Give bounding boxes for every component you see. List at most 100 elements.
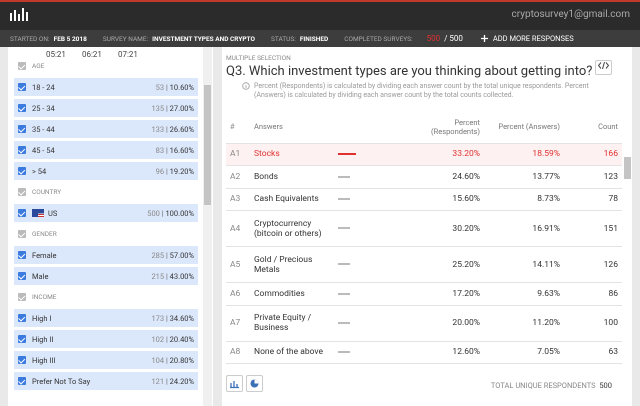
item-stats: 104 | 20.80% [151,355,194,365]
cell: 15.60% [404,188,484,211]
item-percent: 20.80% [169,355,194,365]
filter-item[interactable]: Prefer Not To Say 121 | 24.20% [14,372,198,390]
code-icon [597,61,610,70]
column-header: Count [564,111,622,144]
bar-cell [334,188,404,211]
cell: 11.20% [484,305,564,342]
add-responses-button[interactable]: ADD MORE RESPONSES [480,34,574,43]
checkbox [18,125,26,133]
item-percent: 100.00% [165,208,194,218]
item-count: 215 [151,271,165,281]
scrollbar[interactable] [203,47,212,406]
cell: 100 [564,305,622,342]
cell: 78 [564,188,622,211]
cell: 9.63% [484,282,564,306]
item-count: 133 [151,124,165,134]
cell: 12.60% [404,341,484,364]
item-stats: 173 | 34.60% [151,313,194,323]
bar-dash [338,292,350,295]
item-label: 35 - 44 [32,124,55,134]
question-panel: MULTIPLE SELECTION Q3. Which investment … [222,47,632,406]
bar-cell [334,143,404,166]
pie-chart-button[interactable] [246,375,263,392]
bar-dash [338,351,350,353]
column-header: Percent (Answers) [484,111,564,144]
item-percent: 24.20% [169,376,194,386]
cell: Gold / Precious Metals [250,246,334,283]
time-label: 06:21 [82,50,102,59]
item-label: Female [32,250,57,260]
filter-item[interactable]: High II 102 | 20.40% [14,330,198,348]
label: STATUS: [270,34,296,43]
filter-item[interactable]: Female 285 | 57.00% [14,246,198,264]
cell: 8.73% [484,188,564,211]
cell: 25.20% [404,246,484,283]
group-label: GENDER [32,230,57,238]
filter-item[interactable]: High I 173 | 34.60% [14,309,198,327]
item-stats: 133 | 26.60% [151,124,194,134]
label: COMPLETED SURVEYS: [344,34,413,43]
code-button[interactable] [595,60,612,75]
item-count: 53 [155,82,165,92]
item-stats: 285 | 57.00% [151,250,194,260]
checkbox [18,188,26,196]
item-label: High I [32,313,52,323]
group-label: COUNTRY [32,188,62,196]
question-title: Q3. Which investment types are you think… [226,64,593,79]
header-row: # Answers Percent (Respondents) Percent (An… [226,111,622,144]
cell: A7 [226,305,250,342]
filter-item[interactable]: High III 104 | 20.80% [14,351,198,369]
item-label: Male [32,271,49,281]
item-percent: 20.40% [169,334,194,344]
cell: 123 [564,165,622,189]
completed: 500 [426,34,441,43]
cell: Cryptocurrency (bitcoin or others) [250,210,334,247]
item-count: 285 [151,250,165,260]
item-percent: 26.60% [169,124,194,134]
filter-item[interactable]: US 500 | 100.00% [14,204,198,222]
bar-dash [338,153,356,155]
column-header: Answers [250,111,334,144]
checkbox [18,209,26,217]
filter-item[interactable]: 18 - 24 53 | 10.60% [14,78,198,96]
cell: A2 [226,165,250,189]
cell: A1 [226,143,250,166]
filter-item[interactable]: Male 215 | 43.00% [14,267,198,285]
column-header: Percent (Respondents) [404,111,484,144]
time-label: 05:21 [46,50,66,59]
scroll-thumb[interactable] [624,157,631,179]
item-percent: 43.00% [169,271,194,281]
checkbox [18,83,26,91]
value: FEB 5 2018 [53,34,87,43]
label: SURVEY NAME: [102,34,149,43]
filter-group: INCOME [14,288,198,306]
filter-item[interactable]: 45 - 54 83 | 16.60% [14,141,198,159]
bar-dash [338,198,350,200]
item-label: Prefer Not To Say [32,376,91,386]
results-table: # Answers Percent (Respondents) Percent (An… [226,111,622,364]
filter-group: AGE [14,57,198,75]
cell: Commodities [250,282,334,306]
item-label: > 54 [32,166,47,176]
checkbox [18,314,26,322]
result-row: A2 Bonds 24.60% 13.77% 123 [226,165,622,189]
checkbox [18,104,26,112]
checkbox [18,251,26,259]
filter-item[interactable]: 35 - 44 133 | 26.60% [14,120,198,138]
result-row: A8 None of the above 12.60% 7.05% 63 [226,341,622,364]
footer-value: 500 [599,381,612,390]
checkbox [18,146,26,154]
cell: None of the above [250,341,334,364]
scroll-thumb[interactable] [204,85,211,205]
cell: 151 [564,210,622,247]
info-bar: STARTED ON: FEB 5 2018 SURVEY NAME: INVEST… [0,30,640,47]
item-stats: 215 | 43.00% [151,271,194,281]
cell: Cash Equivalents [250,188,334,211]
item-percent: 10.60% [169,82,194,92]
item-label: High II [32,334,54,344]
filter-item[interactable]: > 54 96 | 19.20% [14,162,198,180]
item-label: High III [32,355,56,365]
filter-item[interactable]: 25 - 34 135 | 27.00% [14,99,198,117]
bar-chart-button[interactable] [226,375,243,392]
